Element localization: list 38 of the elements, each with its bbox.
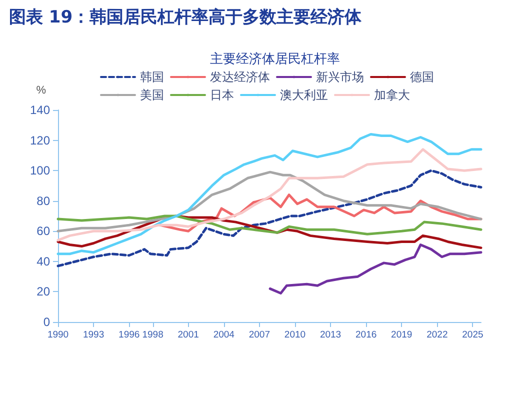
line-series xyxy=(56,148,482,242)
legend-label: 美国 xyxy=(140,88,164,102)
line-series xyxy=(56,169,482,268)
x-tick-label: 2001 xyxy=(178,330,199,340)
x-tick-label: 1996 xyxy=(118,330,140,340)
x-tick-label: 2025 xyxy=(462,330,484,340)
y-tick-label: 140 xyxy=(30,103,50,117)
y-tick-label: 40 xyxy=(36,254,50,268)
legend-label: 发达经济体 xyxy=(210,70,270,84)
x-tick-label: 2022 xyxy=(426,330,448,340)
y-tick-label: 60 xyxy=(36,224,50,238)
y-tick-label: 20 xyxy=(36,284,50,299)
line-series xyxy=(56,214,482,236)
legend-label: 澳大利亚 xyxy=(280,88,328,102)
chart-subtitle: 主要经济体居民杠杆率 xyxy=(210,51,340,67)
x-tick-label: 1993 xyxy=(82,330,104,340)
y-tick-label: 80 xyxy=(36,194,50,208)
line-series xyxy=(56,170,482,232)
x-tick-label: 1990 xyxy=(47,330,69,340)
x-tick-label: 2010 xyxy=(284,330,306,340)
x-tick-label: 2007 xyxy=(248,330,270,340)
x-tick-label: 1998 xyxy=(142,330,164,340)
legend-label: 德国 xyxy=(410,70,434,84)
y-tick-label: 100 xyxy=(30,164,50,178)
legend-label: 新兴市场 xyxy=(316,70,364,84)
legend-label: 日本 xyxy=(210,88,234,102)
y-axis-title: % xyxy=(36,84,46,96)
legend-label: 韩国 xyxy=(140,70,164,84)
x-tick-label: 2013 xyxy=(320,330,342,340)
x-tick-label: 2016 xyxy=(355,330,377,340)
y-tick-label: 0 xyxy=(43,315,50,329)
y-tick-label: 120 xyxy=(30,133,50,148)
line-series xyxy=(268,244,482,294)
x-tick-label: 2004 xyxy=(213,330,234,340)
chart-title: 图表 19：韩国居民杠杆率高于多数主要经济体 xyxy=(9,8,363,28)
legend-label: 加拿大 xyxy=(374,88,410,102)
line-series xyxy=(56,132,482,256)
x-tick-label: 2019 xyxy=(391,330,412,340)
